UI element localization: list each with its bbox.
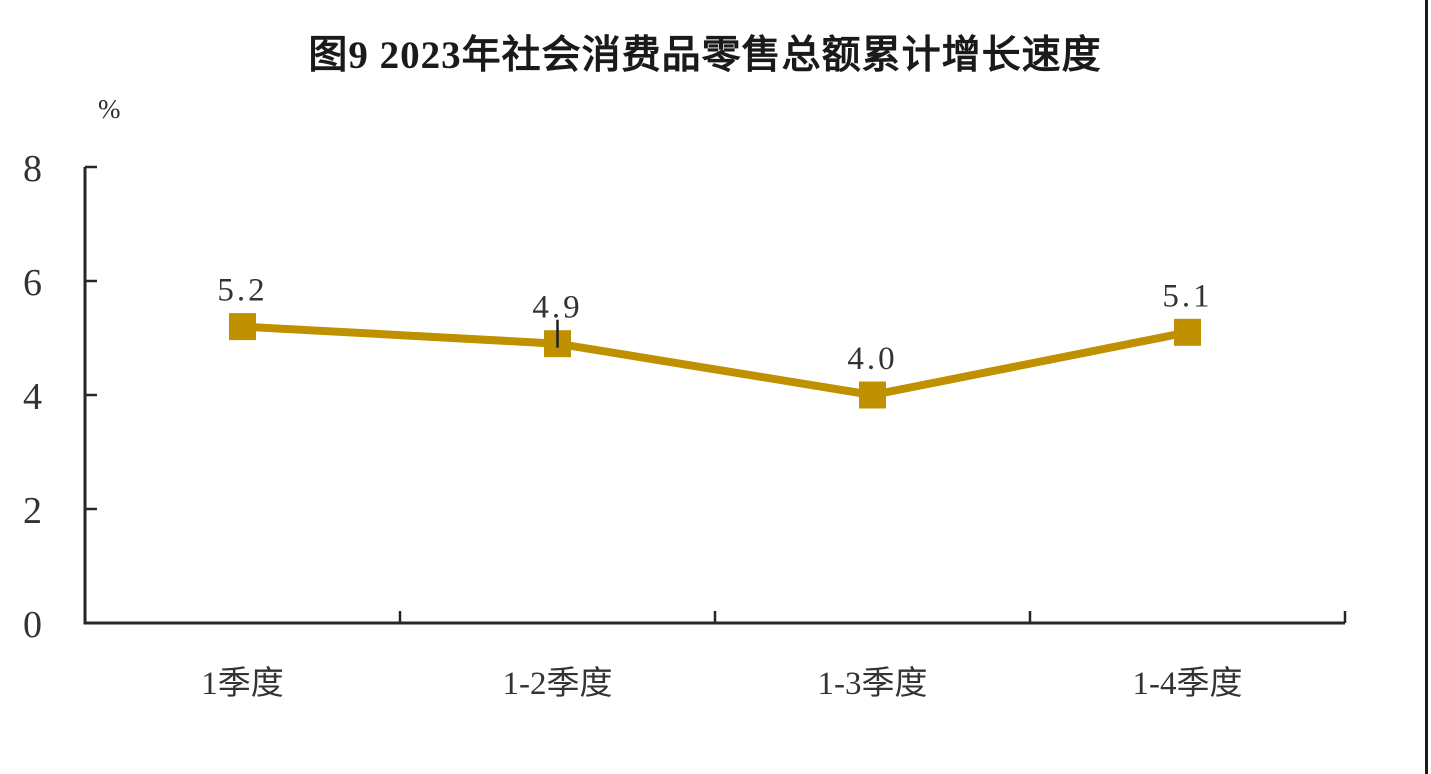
y-tick-label: 8 [23, 148, 42, 190]
page-right-border-line [1425, 0, 1428, 774]
data-point-marker [1174, 318, 1201, 346]
data-label: 5.1 [1162, 278, 1212, 314]
axis-frame [83, 167, 1345, 625]
data-line [242, 322, 1189, 400]
x-tick-label: 1-2季度 [503, 665, 613, 702]
y-axis-unit-label: % [98, 94, 121, 124]
y-tick-label: 4 [23, 376, 42, 418]
data-label: 5.2 [217, 273, 267, 309]
chart-title: 图9 2023年社会消费品零售总额累计增长速度 [308, 34, 1102, 77]
data-point-marker [859, 381, 886, 409]
data-label: 4.0 [847, 341, 897, 377]
data-point-marker [229, 313, 256, 341]
x-tick-label: 1-3季度 [818, 665, 928, 702]
data-label: 4.9 [532, 290, 582, 326]
x-tick-label: 1-4季度 [1133, 665, 1243, 702]
y-tick-label: 0 [23, 604, 42, 646]
y-tick-label: 2 [23, 490, 42, 532]
x-tick-label: 1季度 [201, 665, 284, 702]
y-tick-label: 6 [23, 262, 42, 304]
